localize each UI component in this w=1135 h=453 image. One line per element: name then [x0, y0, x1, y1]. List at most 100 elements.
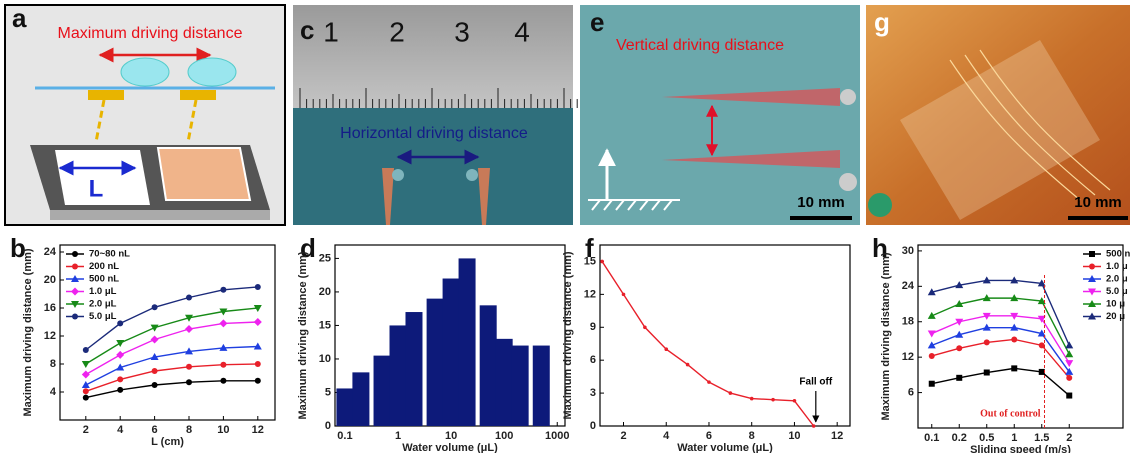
clamp [839, 173, 857, 191]
ruler-digit: 1 [323, 16, 339, 47]
x-tick-label: 0.5 [979, 432, 994, 444]
series-line [85, 321, 258, 376]
marker [185, 325, 193, 333]
series-line [931, 297, 1070, 355]
caption: Horizontal driving distance [340, 125, 528, 142]
marker [1011, 365, 1018, 372]
panel-label: e [590, 7, 604, 37]
bar [336, 388, 354, 426]
hatch [591, 199, 673, 211]
x-tick-label: 12 [252, 424, 264, 436]
marker [707, 380, 711, 384]
marker [1089, 251, 1095, 257]
marker [254, 361, 261, 367]
x-tick-label: 4 [663, 430, 670, 442]
panel-c [293, 5, 598, 225]
ruler-digit: 3 [454, 16, 470, 47]
marker [643, 325, 647, 330]
link [186, 99, 198, 143]
marker [927, 311, 936, 319]
y-tick-label: 3 [590, 387, 596, 399]
plot-frame [599, 244, 851, 427]
marker [982, 312, 991, 320]
legend-label: 2.0 μL [89, 299, 117, 310]
substrate [580, 5, 860, 225]
bar [479, 305, 497, 426]
marker [72, 313, 78, 320]
y-tick-label: 24 [902, 280, 915, 292]
marker [1010, 276, 1019, 284]
x-axis-title: Water volume (μL) [677, 442, 773, 453]
x-axis-title: Water volume (μL) [402, 442, 498, 453]
marker [82, 388, 89, 395]
plot-frame [917, 244, 1124, 429]
legend-label: 500 nL [89, 274, 119, 285]
panel-e [580, 5, 860, 225]
y-tick-label: 12 [584, 288, 596, 300]
x-tick-label: 10 [788, 430, 800, 442]
x-axis-title: L (cm) [151, 436, 184, 448]
chart: d 0 5 10 15 20 25 0.1 1 10 100 1000 Water volume (μL… [297, 233, 570, 453]
marker [1038, 368, 1045, 375]
droplet [120, 57, 170, 87]
marker [1037, 297, 1046, 305]
marker [955, 318, 964, 326]
electrode [662, 150, 840, 168]
marker [982, 294, 991, 302]
marker [1038, 342, 1045, 349]
marker [749, 396, 754, 401]
y-tick-label: 24 [44, 246, 57, 258]
marker [185, 314, 193, 322]
scale-label: 10 mm [1074, 194, 1122, 211]
x-tick-label: 2 [620, 430, 626, 442]
x-tick-label: 6 [706, 430, 712, 442]
marker [983, 339, 990, 346]
y-tick-label: 0 [325, 420, 331, 432]
marker [72, 251, 78, 257]
marker [220, 361, 227, 368]
marker [1065, 360, 1074, 368]
y-tick-label: 30 [902, 245, 914, 257]
panel-label: a [12, 3, 27, 33]
bar [373, 355, 391, 426]
marker [1037, 279, 1046, 287]
marker [955, 300, 964, 308]
marker [219, 343, 228, 351]
marker [1066, 374, 1073, 381]
series-line [931, 315, 1070, 364]
series-line [931, 279, 1070, 346]
marker [956, 345, 963, 352]
series-line [931, 338, 1070, 379]
x-tick-label: 0.1 [337, 430, 352, 442]
marker [117, 376, 124, 383]
marker [117, 320, 124, 327]
marker [1010, 312, 1019, 320]
y-axis-title: Maximum driving distance (mm) [562, 251, 574, 419]
y-tick-label: 10 [319, 353, 331, 365]
marker [254, 377, 261, 384]
x-tick-label: 0.1 [924, 432, 939, 444]
x-axis-title: Sliding speed (m/s) [970, 444, 1071, 453]
symbol: L [89, 175, 104, 202]
x-tick-label: 4 [117, 424, 124, 436]
marker [927, 330, 936, 338]
y-tick-label: 25 [319, 252, 331, 264]
probe [868, 193, 892, 217]
traces [949, 49, 1111, 201]
legend-label: 1.0 μL [89, 286, 117, 297]
marker [1089, 263, 1095, 270]
y-axis-title: Maximum driving distance (mm) [880, 252, 892, 420]
y-tick-label: 15 [319, 319, 331, 331]
marker [116, 340, 125, 347]
marker [151, 382, 158, 388]
marker [254, 284, 261, 290]
series-line [85, 307, 258, 365]
y-tick-label: 9 [590, 321, 596, 333]
marker [150, 335, 159, 344]
film [900, 40, 1100, 220]
marker [621, 292, 626, 297]
y-tick-label: 5 [325, 386, 331, 398]
